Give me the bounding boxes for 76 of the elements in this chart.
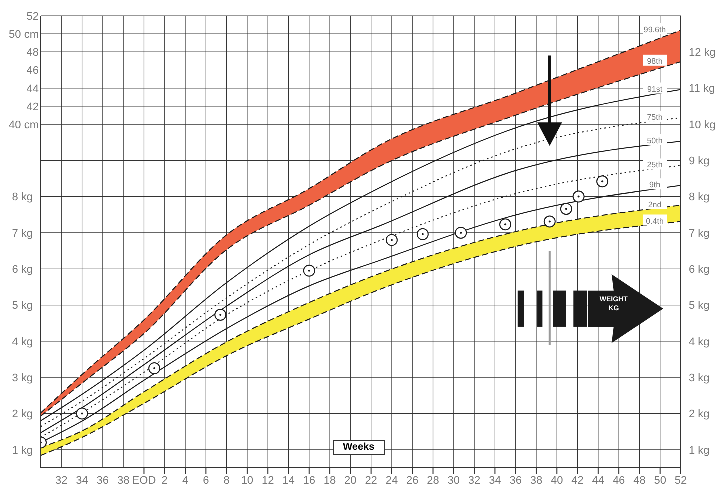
y2-tick-label: 7 kg [689,228,710,240]
x-tick-label: 28 [427,474,440,487]
y3-tick-label: 52 [26,11,39,23]
x-tick-label: 52 [674,474,688,487]
y-tick-label: 8 kg [12,192,33,204]
x-tick-label: 44 [592,474,605,487]
series-label: 0.4th [646,216,664,226]
x-tick-label: 16 [303,474,316,487]
y3-tick-label: 42 [26,101,39,114]
y2-tick-label: 12 kg [689,47,716,60]
x-tick-label: 32 [468,474,481,487]
x-tick-label: 2 [162,474,168,487]
x-tick-label: 18 [324,474,336,487]
series-label: 75th [647,112,663,122]
y2-tick-label: 5 kg [689,300,710,312]
x-tick-label: 38 [530,474,543,487]
point [303,264,316,277]
x-tick-label: 46 [612,474,626,487]
y2-tick-label: 9 kg [689,156,710,168]
point [544,216,556,228]
series-label: 98th [647,56,663,66]
point [148,362,161,375]
x-tick-label: 36 [510,474,522,487]
x-axis-title: Weeks [332,440,385,456]
point [560,203,572,216]
point [500,218,512,231]
y2-tick-label: 4 kg [689,336,710,348]
x-tick-label: 8 [224,474,230,487]
y2-tick-label: 2 kg [689,408,710,421]
series-label: 25th [647,160,663,170]
point [572,190,585,203]
x-tick-label: 42 [572,474,584,487]
x-tick-label: 12 [262,474,274,487]
y-tick-label: 2 kg [12,408,33,421]
x-tick-label: 22 [365,474,378,487]
y-tick-label: 4 kg [12,336,33,348]
y3-tick-label: 44 [26,83,39,96]
point [596,176,609,188]
y-tick-label: 7 kg [12,228,33,240]
y2-tick-label: 6 kg [689,264,710,276]
series-label: 2nd [648,200,662,210]
point [455,226,468,239]
x-tick-label: 6 [203,474,210,487]
x-tick-label: 34 [489,474,502,487]
series-label: 99.6th [644,25,666,34]
point [76,408,88,420]
y2-tick-label: 10 kg [689,119,716,132]
x-tick-label: 10 [241,474,254,487]
y3-tick-label: 46 [26,65,39,78]
y3-tick-label: 40 cm [9,119,39,132]
x-tick-label: 4 [182,474,189,487]
x-tick-label: 20 [344,474,357,487]
x-tick-label: 50 [654,474,666,487]
y2-tick-label: 3 kg [689,372,710,385]
x-tick-label: 48 [634,474,646,487]
x-tick-label: 26 [406,474,419,487]
x-tick-label: 24 [386,474,398,487]
x-tick-label: EOD [132,474,156,487]
point [416,228,429,240]
series-label: 9th [649,180,661,190]
y-tick-label: 5 kg [12,300,33,312]
x-tick-label: 40 [551,474,564,487]
y3-tick-label: 50 cm [9,29,39,42]
y2-tick-label: 1 kg [689,444,710,457]
y-tick-label: 6 kg [12,264,33,276]
x-tick-label: 30 [448,474,460,487]
series-label: 50th [647,136,663,146]
series-label: 91st [647,84,664,94]
y2-tick-label: 8 kg [689,192,710,204]
y3-tick-label: 48 [26,47,39,60]
x-tick-label: 14 [282,474,295,487]
y-tick-label: 3 kg [12,372,33,385]
y2-tick-label: 11 kg [689,83,716,96]
point [386,234,398,246]
y-tick-label: 1 kg [12,444,33,457]
point [214,309,227,322]
